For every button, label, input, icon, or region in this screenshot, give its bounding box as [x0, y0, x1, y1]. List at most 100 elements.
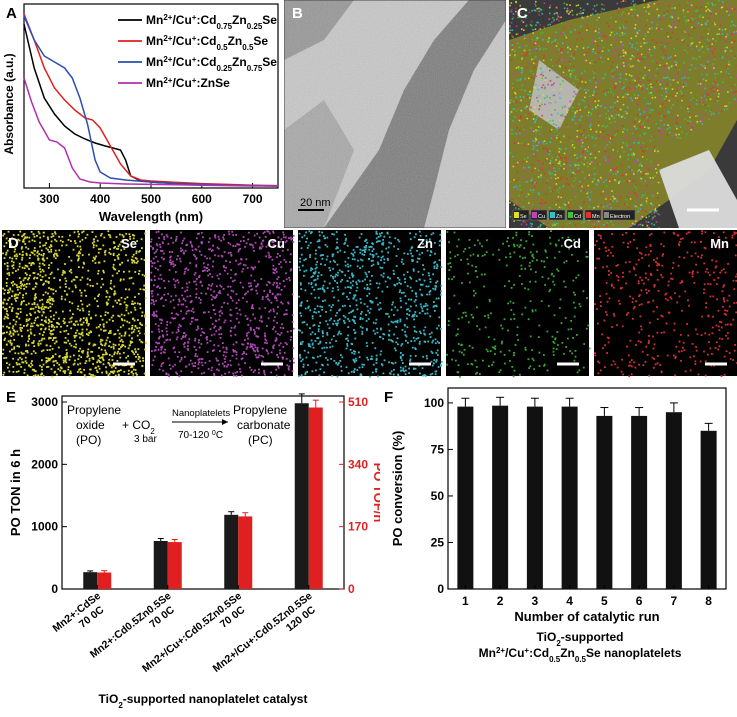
element-dot — [533, 154, 535, 156]
map-dot — [33, 288, 35, 290]
map-dot — [48, 277, 50, 279]
map-dot — [407, 342, 409, 344]
element-dot — [645, 173, 647, 175]
element-dot — [580, 7, 582, 9]
element-dot — [574, 163, 576, 165]
map-dot — [73, 324, 75, 326]
element-dot — [588, 112, 590, 114]
map-dot — [106, 290, 108, 292]
element-dot — [581, 162, 583, 164]
map-dot — [230, 335, 232, 337]
map-dot — [25, 357, 27, 359]
map-dot — [223, 302, 225, 304]
map-dot — [132, 256, 134, 258]
map-dot — [21, 302, 23, 304]
element-dot — [687, 120, 689, 122]
element-dot — [539, 161, 541, 163]
map-dot — [193, 281, 195, 283]
map-dot — [16, 371, 18, 373]
map-dot — [215, 330, 217, 332]
map-dot — [42, 258, 44, 260]
element-dot — [517, 162, 519, 164]
element-dot — [541, 134, 543, 136]
map-dot — [17, 313, 19, 315]
element-dot — [639, 169, 641, 171]
map-dot — [346, 343, 348, 345]
element-dot — [563, 168, 565, 170]
map-dot — [145, 297, 147, 299]
map-dot — [95, 256, 97, 258]
map-dot — [42, 276, 44, 278]
map-dot — [176, 332, 178, 334]
element-dot — [694, 27, 696, 29]
map-dot — [204, 256, 206, 258]
element-dot — [576, 110, 578, 112]
element-dot — [607, 89, 609, 91]
map-dot — [138, 348, 140, 350]
map-dot — [225, 260, 227, 262]
map-dot — [246, 258, 248, 260]
map-dot — [49, 337, 51, 339]
element-dot — [587, 24, 589, 26]
map-dot — [243, 351, 245, 353]
element-dot — [557, 177, 559, 179]
map-dot — [4, 263, 6, 265]
map-dot — [361, 331, 363, 333]
map-dot — [43, 338, 45, 340]
element-dot — [643, 38, 645, 40]
map-dot — [166, 234, 168, 236]
map-dot — [226, 348, 228, 350]
element-dot — [528, 78, 530, 80]
map-dot — [212, 245, 214, 247]
element-dot — [582, 38, 584, 40]
map-dot — [36, 277, 38, 279]
element-dot — [691, 5, 693, 7]
map-dot — [220, 310, 222, 312]
element-dot — [635, 83, 637, 85]
map-dot — [234, 280, 236, 282]
map-dot — [370, 253, 372, 255]
map-dot — [77, 364, 79, 366]
element-dot — [652, 95, 654, 97]
element-dot — [598, 32, 600, 34]
map-dot — [432, 365, 434, 367]
map-dot — [330, 275, 332, 277]
map-dot — [272, 284, 274, 286]
map-dot — [42, 263, 44, 265]
map-dot — [184, 336, 186, 338]
element-dot — [522, 56, 524, 58]
map-dot — [50, 310, 52, 312]
element-dot — [651, 193, 653, 195]
map-dot — [419, 254, 421, 256]
element-dot — [634, 75, 636, 77]
map-dot — [229, 360, 231, 362]
element-dot — [530, 70, 532, 72]
map-dot — [286, 309, 288, 311]
map-dot — [165, 373, 167, 375]
element-dot — [643, 114, 645, 116]
map-dot — [305, 290, 307, 292]
element-dot — [604, 105, 606, 107]
map-dot — [212, 266, 214, 268]
map-dot — [191, 244, 193, 246]
element-dot — [640, 218, 642, 220]
element-dot — [714, 77, 716, 79]
element-dot — [573, 70, 575, 72]
element-dot — [598, 58, 600, 60]
map-dot — [338, 310, 340, 312]
map-dot — [227, 286, 229, 288]
map-dot — [236, 318, 238, 320]
map-dot — [11, 303, 13, 305]
map-dot — [158, 237, 160, 239]
map-dot — [239, 368, 241, 370]
element-dot — [595, 86, 597, 88]
map-dot — [278, 345, 280, 347]
element-dot — [657, 192, 659, 194]
element-dot — [715, 40, 717, 42]
element-dot — [670, 16, 672, 18]
element-dot — [606, 206, 608, 208]
element-dot — [540, 224, 542, 226]
map-dot — [329, 267, 331, 269]
element-dot — [555, 204, 557, 206]
map-dot — [6, 252, 8, 254]
